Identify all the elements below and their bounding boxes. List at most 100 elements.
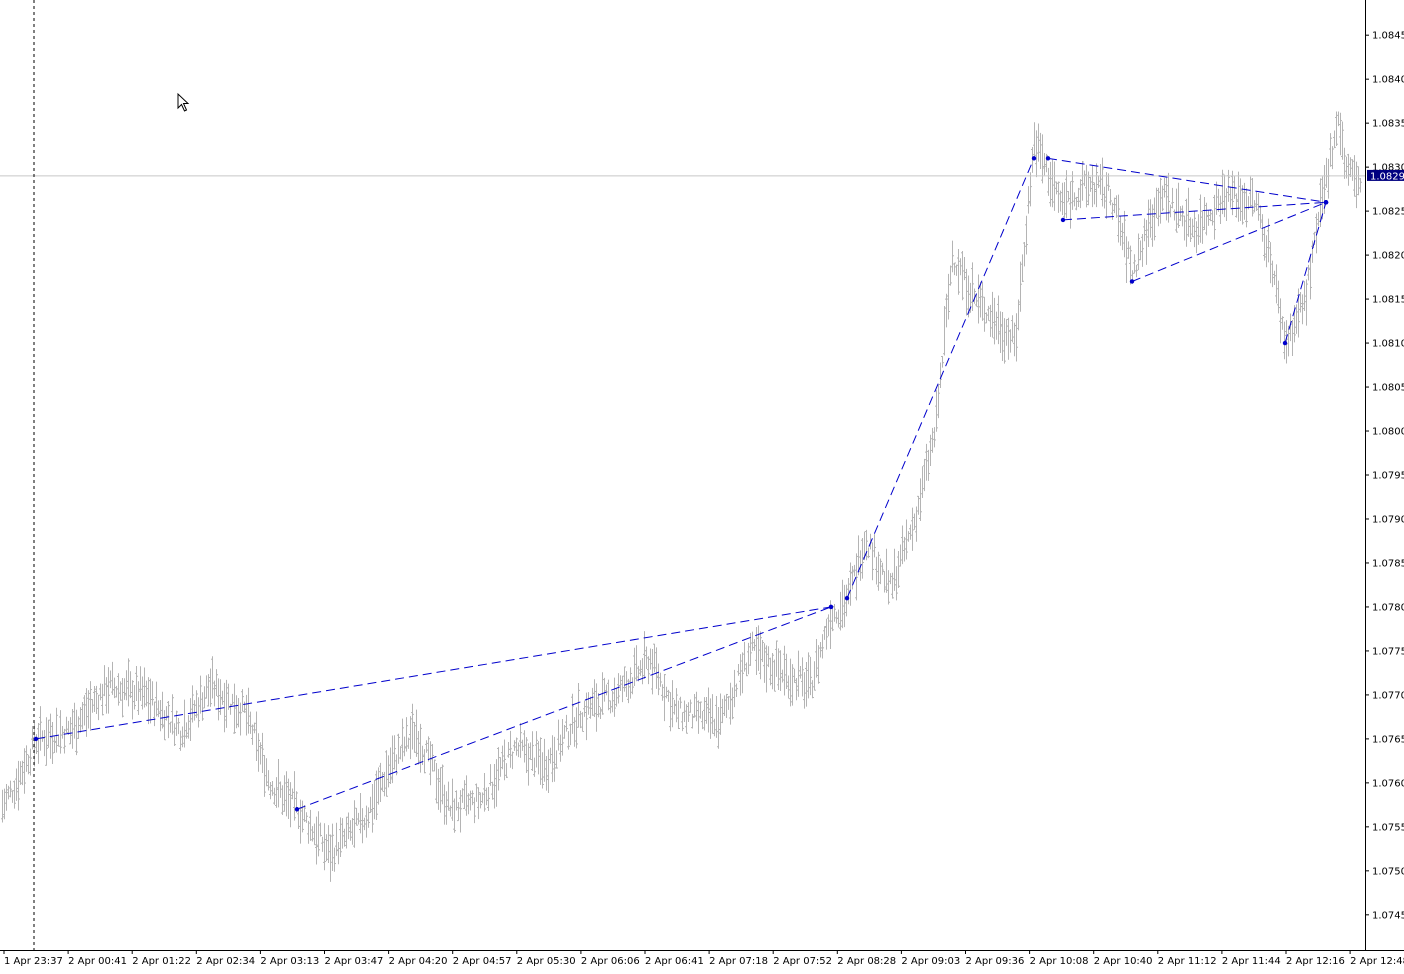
price-bar <box>161 691 164 729</box>
price-bar <box>229 703 232 715</box>
price-bar <box>641 658 644 685</box>
price-bar <box>189 698 192 742</box>
price-bar <box>903 536 906 562</box>
price-bar <box>805 661 808 707</box>
price-bar <box>11 790 14 803</box>
price-bar <box>661 684 664 701</box>
zigzag-segment <box>1131 201 1327 282</box>
zigzag-point[interactable] <box>844 595 850 601</box>
price-bar <box>355 807 358 826</box>
price-bar <box>925 443 928 481</box>
price-bar <box>793 668 796 683</box>
price-bar <box>1113 197 1116 214</box>
price-bar <box>507 742 510 758</box>
price-bar <box>321 836 324 852</box>
price-bar <box>407 737 410 749</box>
zigzag-point[interactable] <box>1129 279 1135 284</box>
price-bar <box>335 822 338 856</box>
zigzag-segment <box>1284 202 1327 344</box>
price-bar <box>223 682 226 733</box>
price-bar <box>575 707 578 749</box>
price-bar <box>205 675 208 699</box>
price-bar <box>503 739 506 781</box>
ytick-label: 1.0805 <box>1372 383 1404 394</box>
price-bar <box>791 664 794 706</box>
xtick-label: 2 Apr 05:30 <box>517 956 576 967</box>
price-bar <box>1335 111 1338 146</box>
price-bar <box>727 696 730 710</box>
price-bar <box>459 790 462 833</box>
price-bar <box>269 782 272 800</box>
price-bar <box>1201 210 1204 244</box>
price-bar <box>195 690 198 718</box>
price-bar <box>955 264 958 276</box>
price-bar <box>1151 204 1154 247</box>
price-bar <box>1337 111 1340 127</box>
price-bar <box>1301 294 1304 325</box>
zigzag-point[interactable] <box>1323 200 1329 205</box>
price-bar <box>963 256 966 281</box>
zigzag-point[interactable] <box>33 736 39 742</box>
price-bar <box>1127 241 1130 259</box>
price-bar <box>549 747 552 764</box>
price-bar <box>823 626 826 640</box>
price-bar <box>1295 304 1298 334</box>
price-bar <box>719 693 722 735</box>
price-bar <box>631 677 634 695</box>
ytick-label: 1.0815 <box>1372 295 1404 306</box>
price-bar <box>157 700 160 718</box>
price-bar <box>391 735 394 784</box>
price-bar <box>501 745 504 770</box>
price-bar <box>817 645 820 684</box>
price-bar <box>937 384 940 419</box>
price-bar <box>1001 311 1004 361</box>
price-bar <box>151 681 154 706</box>
price-bar <box>691 713 694 729</box>
price-bar <box>1271 260 1274 288</box>
zigzag-point[interactable] <box>1060 217 1066 223</box>
price-bar <box>1013 322 1016 357</box>
price-bar <box>707 687 710 733</box>
price-bar <box>1257 193 1260 221</box>
price-bar <box>883 571 886 593</box>
price-bar <box>1019 261 1022 312</box>
price-bar <box>1223 174 1226 218</box>
xtick-label: 2 Apr 03:13 <box>260 956 319 967</box>
price-bar <box>617 673 620 704</box>
price-bar <box>517 742 520 758</box>
zigzag-point[interactable] <box>1045 156 1051 161</box>
price-bar <box>373 779 376 820</box>
price-bar <box>831 608 834 632</box>
price-bar <box>469 790 472 811</box>
price-bar <box>555 750 558 769</box>
price-bar <box>1117 194 1120 243</box>
ytick-label: 1.0765 <box>1372 734 1404 745</box>
zigzag-point[interactable] <box>294 807 300 812</box>
price-bar <box>865 529 868 561</box>
price-bar <box>241 689 244 712</box>
zigzag-point[interactable] <box>1282 340 1288 346</box>
price-bar <box>245 694 248 736</box>
price-bar <box>327 825 330 864</box>
zigzag-point[interactable] <box>828 604 834 610</box>
price-bar <box>77 716 80 740</box>
price-bar <box>873 534 876 558</box>
price-bar <box>1015 313 1018 362</box>
price-bar <box>351 817 354 845</box>
price-bar <box>17 760 20 811</box>
price-bar <box>965 268 968 316</box>
price-bar <box>893 548 896 591</box>
price-bar <box>1203 196 1206 230</box>
price-bar <box>247 687 250 734</box>
price-bar <box>127 658 130 707</box>
price-bar <box>265 758 268 787</box>
price-bar <box>665 686 668 699</box>
price-bar <box>539 737 542 785</box>
price-bar <box>709 698 712 739</box>
zigzag-point[interactable] <box>1031 156 1037 161</box>
price-bar <box>471 790 474 806</box>
price-bar <box>1339 112 1342 156</box>
price-bar <box>867 547 870 559</box>
